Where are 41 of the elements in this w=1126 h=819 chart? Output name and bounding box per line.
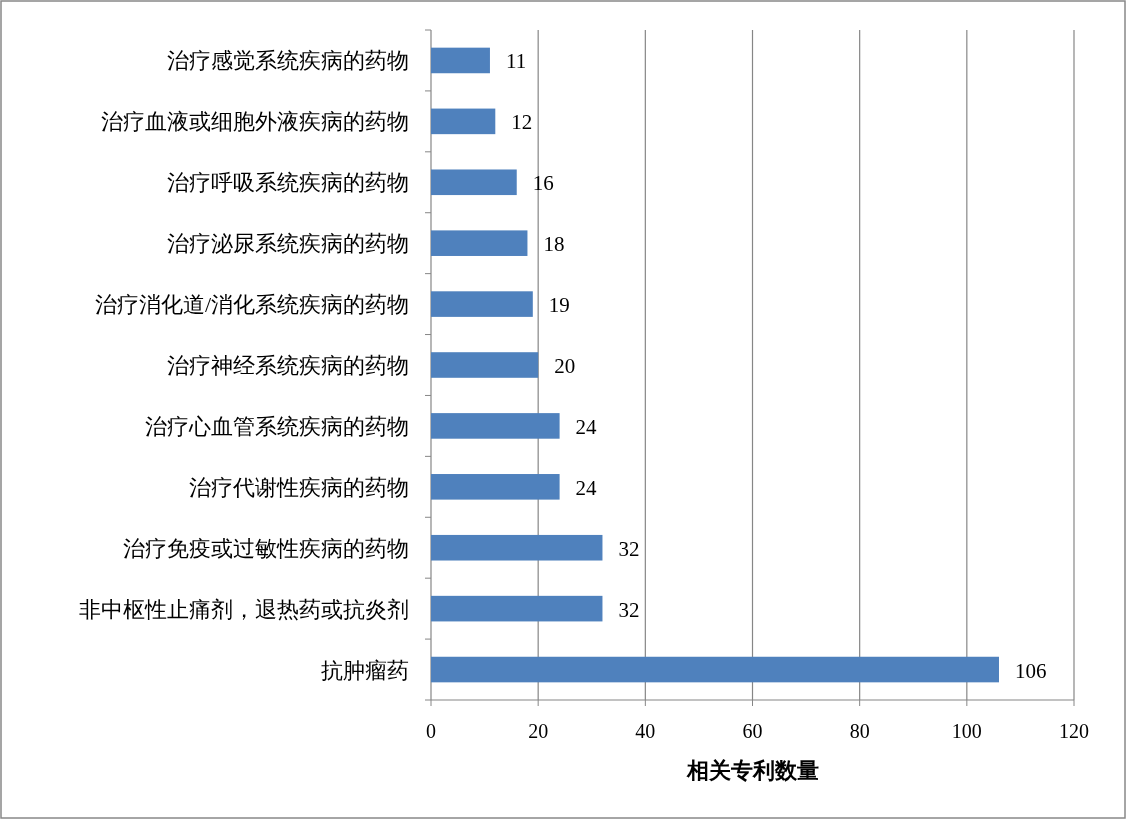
data-label: 18 xyxy=(543,232,565,257)
x-tick-label: 100 xyxy=(951,720,982,742)
y-tick-label: 治疗呼吸系统疾病的药物 xyxy=(167,170,409,196)
x-tick-label: 80 xyxy=(849,720,870,742)
x-axis-title: 相关专利数量 xyxy=(685,758,819,783)
bar xyxy=(431,352,539,378)
data-label: 106 xyxy=(1014,658,1047,683)
x-tick-label: 120 xyxy=(1059,720,1089,742)
data-label: 32 xyxy=(618,597,640,622)
y-tick-label: 治疗免疫或过敏性疾病的药物 xyxy=(123,535,409,561)
x-tick-label: 60 xyxy=(742,720,763,742)
y-tick-label: 抗肿瘤药 xyxy=(321,657,409,683)
bar xyxy=(431,108,496,135)
data-label: 19 xyxy=(548,293,570,318)
bar xyxy=(431,656,999,683)
data-label: 24 xyxy=(575,475,598,500)
y-tick-label: 治疗感觉系统疾病的药物 xyxy=(167,48,409,74)
x-tick-label: 40 xyxy=(635,720,656,742)
bar xyxy=(431,169,517,196)
bar xyxy=(431,474,560,500)
data-label: 24 xyxy=(575,414,598,439)
y-tick-label: 治疗神经系统疾病的药物 xyxy=(167,353,409,378)
y-tick-label: 非中枢性止痛剂，退热药或抗炎剂 xyxy=(79,596,409,622)
data-label: 11 xyxy=(505,49,527,74)
x-tick-label: 20 xyxy=(528,720,549,742)
y-tick-label: 治疗消化道/消化系统疾病的药物 xyxy=(94,292,409,318)
bar xyxy=(431,413,560,439)
y-tick-label: 治疗泌尿系统疾病的药物 xyxy=(167,231,409,257)
data-label: 12 xyxy=(511,110,533,135)
bar xyxy=(431,534,603,561)
data-label: 32 xyxy=(618,536,640,561)
y-tick-label: 治疗心血管系统疾病的药物 xyxy=(145,413,409,439)
data-label: 16 xyxy=(532,171,554,196)
bar xyxy=(431,230,528,256)
bar xyxy=(431,47,490,74)
x-tick-label: 0 xyxy=(426,720,436,742)
y-tick-label: 治疗血液或细胞外液疾病的药物 xyxy=(101,109,409,135)
y-tick-label: 治疗代谢性疾病的药物 xyxy=(189,474,409,500)
data-label: 20 xyxy=(554,354,576,378)
bar xyxy=(431,291,533,317)
bar xyxy=(431,595,603,622)
